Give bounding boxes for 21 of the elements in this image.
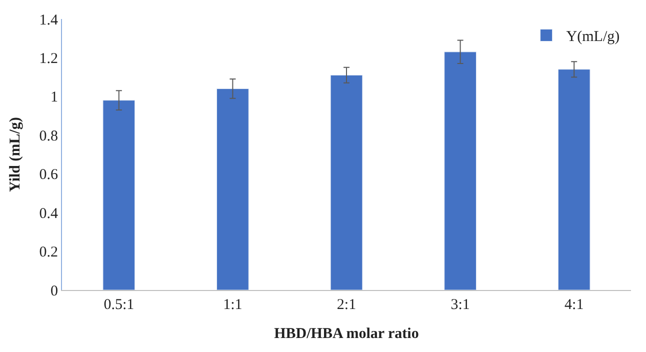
- x-tick-label: 1:1: [223, 297, 242, 313]
- bar: [444, 52, 476, 290]
- bar: [216, 88, 249, 290]
- y-tick-label: 1: [50, 90, 58, 106]
- bar: [102, 100, 136, 290]
- x-axis-title: HBD/HBA molar ratio: [274, 326, 419, 342]
- y-tick-label: 1.2: [39, 50, 58, 67]
- x-tick-label: 0.5:1: [104, 297, 134, 313]
- x-tick-label: 2:1: [336, 297, 356, 313]
- y-tick-label: 0.2: [39, 244, 58, 261]
- bar: [330, 74, 363, 290]
- y-tick-label: 0: [50, 283, 58, 300]
- y-tick-label: 0.6: [39, 167, 58, 184]
- y-tick-label: 1.4: [39, 12, 58, 28]
- x-tick-label: 4:1: [564, 297, 584, 313]
- y-tick-label: 0.8: [39, 128, 58, 144]
- x-tick-label: 3:1: [450, 297, 470, 313]
- bar: [558, 69, 590, 290]
- y-tick-label: 0.4: [39, 206, 58, 222]
- legend-label: Y(mL/g): [566, 29, 620, 46]
- y-axis-title: Yild (mL/g): [8, 117, 24, 192]
